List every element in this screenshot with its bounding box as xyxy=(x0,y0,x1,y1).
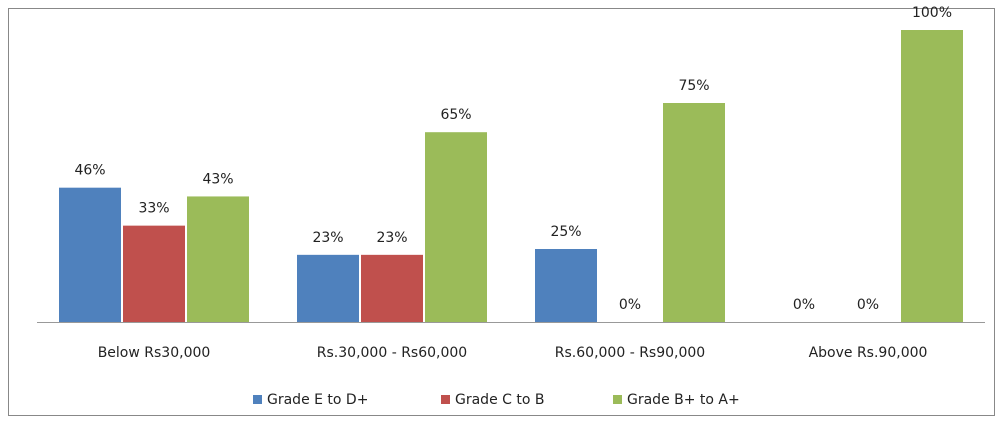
value-label: 65% xyxy=(440,107,471,123)
value-label: 46% xyxy=(74,163,105,179)
legend-swatch xyxy=(253,395,262,404)
bar xyxy=(535,249,597,322)
value-label: 0% xyxy=(619,297,641,313)
legend-swatch xyxy=(613,395,622,404)
bar xyxy=(361,254,423,322)
chart-frame xyxy=(8,8,995,416)
bar xyxy=(901,30,963,322)
value-label: 25% xyxy=(550,224,581,240)
bar xyxy=(425,132,487,322)
bar xyxy=(297,254,359,322)
bar xyxy=(59,187,121,322)
value-label: 0% xyxy=(793,297,815,313)
x-tick-label: Rs.30,000 - Rs60,000 xyxy=(317,345,467,361)
value-label: 23% xyxy=(312,230,343,246)
legend-label: Grade B+ to A+ xyxy=(627,392,740,408)
bar xyxy=(187,196,249,322)
value-label: 0% xyxy=(857,297,879,313)
value-label: 33% xyxy=(138,201,169,217)
bar xyxy=(123,225,185,322)
value-label: 75% xyxy=(678,78,709,94)
legend-label: Grade E to D+ xyxy=(267,392,368,408)
value-label: 100% xyxy=(912,5,952,21)
legend-label: Grade C to B xyxy=(455,392,544,408)
value-label: 43% xyxy=(202,171,233,187)
bar xyxy=(663,103,725,322)
x-tick-label: Below Rs30,000 xyxy=(98,345,211,361)
legend-swatch xyxy=(441,395,450,404)
x-tick-label: Above Rs.90,000 xyxy=(809,345,928,361)
x-tick-label: Rs.60,000 - Rs90,000 xyxy=(555,345,705,361)
value-label: 23% xyxy=(376,230,407,246)
